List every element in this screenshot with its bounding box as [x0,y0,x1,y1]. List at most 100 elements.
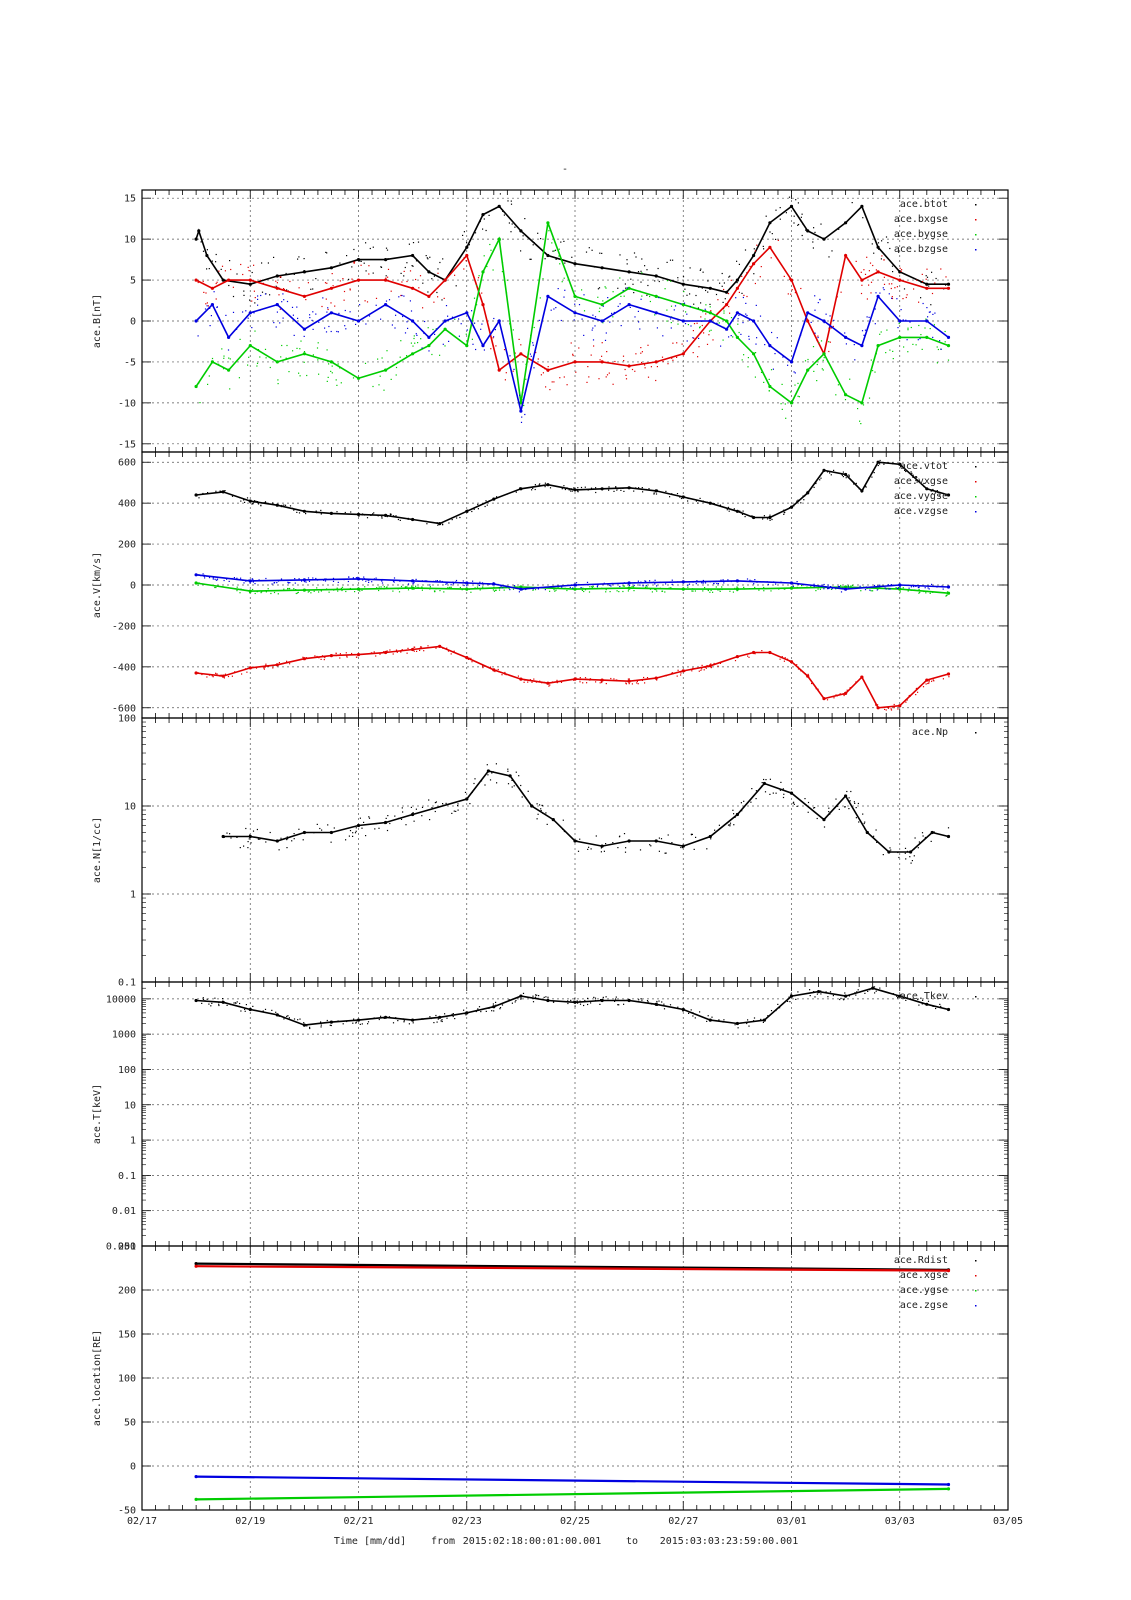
scatter-texture [671,672,673,674]
scatter-texture [446,583,448,585]
scatter-texture [229,388,231,390]
scatter-texture [806,586,808,588]
scatter-texture [288,582,290,584]
scatter-texture [700,669,702,671]
scatter-texture [795,199,797,201]
scatter-texture [656,590,658,592]
scatter-texture [913,586,915,588]
data-point [443,278,447,282]
scatter-texture [717,665,719,667]
scatter-texture [238,1005,240,1008]
scatter-texture [797,224,799,226]
scatter-texture [861,330,864,332]
scatter-texture [905,319,907,321]
scatter-texture [922,835,924,837]
scatter-texture [874,371,876,373]
data-point [248,344,252,348]
scatter-texture [425,255,427,257]
scatter-texture [364,586,366,588]
scatter-texture [751,515,753,517]
data-point [735,1021,740,1026]
scatter-texture [219,490,221,492]
scatter-texture [926,276,929,278]
scatter-texture [727,293,730,295]
series-ace-btot: ace.btot [194,193,977,310]
scatter-texture [595,491,597,494]
scatter-texture [615,998,617,1000]
scatter-texture [530,334,532,336]
scatter-texture [368,816,370,818]
data-point [384,513,388,518]
scatter-texture [471,661,473,663]
scatter-texture [273,591,276,594]
scatter-texture [816,316,818,319]
scatter-texture [213,291,215,293]
scatter-texture [666,309,668,311]
scatter-texture [695,583,697,585]
scatter-texture [289,505,292,507]
scatter-texture [269,366,271,369]
scatter-texture [790,993,792,995]
scatter-texture [381,516,383,518]
scatter-texture [573,1000,575,1002]
scatter-texture [349,311,351,313]
scatter-texture [407,589,410,591]
scatter-texture [719,282,721,284]
scatter-texture [737,318,739,320]
scatter-texture [265,502,267,504]
scatter-texture [229,358,231,360]
data-point [876,245,880,249]
scatter-texture [532,342,534,344]
scatter-texture [263,668,265,670]
scatter-texture [228,580,230,582]
scatter-texture [931,493,933,495]
scatter-texture [419,275,422,277]
scatter-texture [205,292,207,294]
scatter-texture [570,490,572,492]
scatter-texture [755,304,757,306]
scatter-texture [476,586,479,588]
data-point [898,462,902,466]
scatter-texture [625,682,627,684]
y-axis-label: ace.V[km/s] [92,552,103,618]
scatter-texture [942,586,944,588]
scatter-texture [578,583,580,586]
scatter-texture [342,278,344,280]
scatter-texture [585,251,588,253]
scatter-texture [872,370,874,372]
scatter-texture [365,580,367,582]
scatter-texture [239,847,241,849]
scatter-texture [305,513,307,515]
scatter-texture [849,378,851,380]
scatter-texture [367,579,369,581]
scatter-texture [312,328,314,330]
scatter-texture [426,257,428,259]
data-point [898,278,902,282]
scatter-texture [756,581,758,583]
scatter-texture [223,579,225,582]
scatter-texture [333,589,335,591]
scatter-texture [335,652,337,655]
scatter-texture [817,688,819,690]
scatter-texture [809,995,811,997]
scatter-texture [816,817,818,820]
scatter-texture [579,677,581,679]
scatter-texture [934,492,937,494]
scatter-texture [542,278,544,280]
scatter-texture [386,651,388,653]
scatter-texture [422,282,424,284]
scatter-texture [936,362,938,364]
data-point [946,493,951,497]
data-point [329,1020,333,1024]
scatter-texture [851,584,854,586]
scatter-texture [312,577,314,579]
scatter-texture [888,588,890,590]
scatter-texture [450,653,452,655]
scatter-texture [647,344,649,346]
scatter-texture [605,589,607,591]
scatter-texture [223,677,225,679]
data-point [735,579,740,583]
scatter-texture [285,272,287,275]
scatter-texture [762,518,764,520]
scatter-texture [836,296,838,298]
